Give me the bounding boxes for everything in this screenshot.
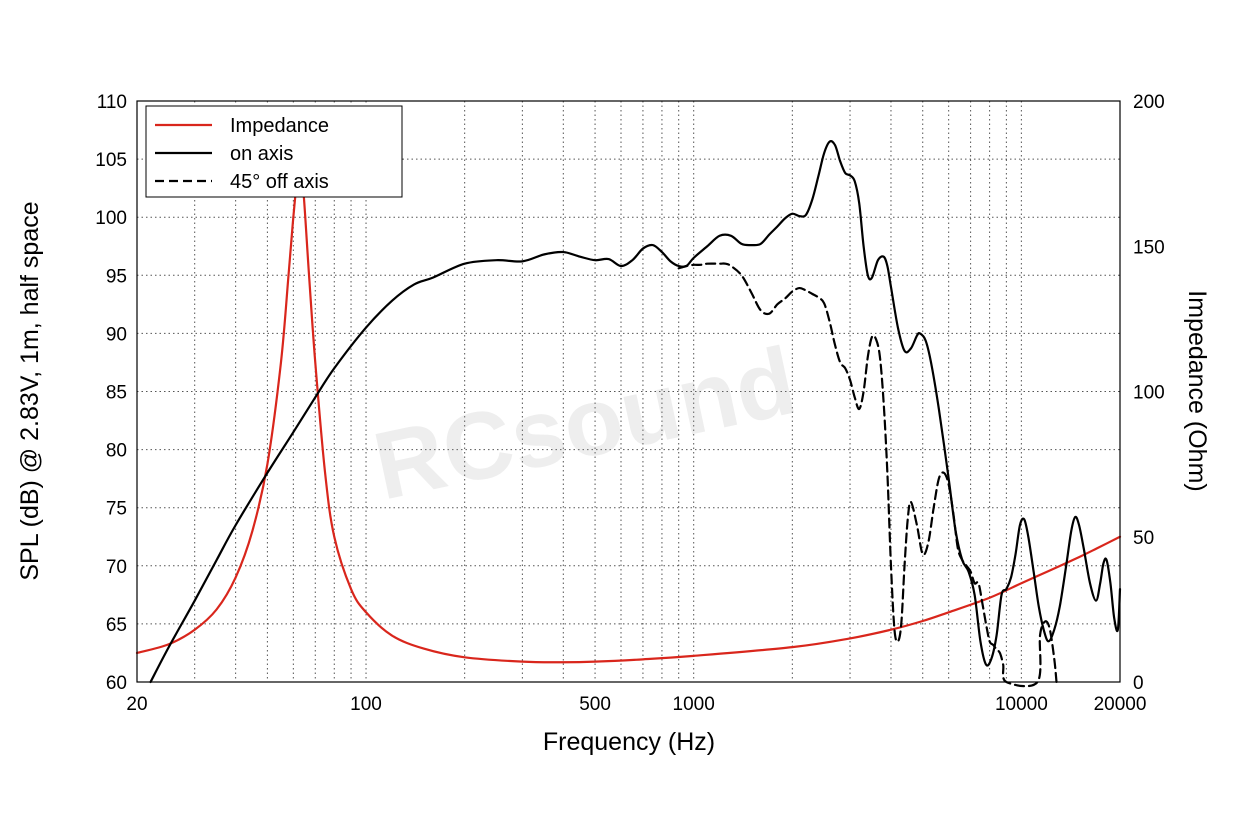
tick-labels: 20 100 500 1000 10000 20000606570758085909510… bbox=[95, 92, 1164, 715]
y2-tick-label: 200 bbox=[1133, 92, 1165, 113]
series-lines bbox=[135, 140, 1122, 688]
y-tick-label: 60 bbox=[106, 673, 127, 694]
y-tick-label: 65 bbox=[106, 615, 127, 636]
y-tick-label: 110 bbox=[97, 92, 127, 113]
x-tick-label: 20000 bbox=[1094, 694, 1147, 715]
series-line-45-off-axis bbox=[677, 262, 1058, 688]
x-tick-label: 500 bbox=[579, 694, 611, 715]
grid-lines bbox=[137, 101, 1120, 682]
y-tick-label: 75 bbox=[106, 499, 127, 520]
y-tick-label: 100 bbox=[95, 208, 127, 229]
x-tick-label: 10000 bbox=[995, 694, 1048, 715]
y-tick-label: 80 bbox=[106, 441, 127, 462]
y-axis-title: SPL (dB) @ 2.83V, 1m, half space bbox=[16, 201, 44, 580]
legend: Impedance on axis 45° off axis bbox=[145, 105, 403, 198]
y-tick-label: 85 bbox=[106, 383, 127, 404]
series-line-impedance bbox=[135, 163, 1122, 664]
y2-tick-label: 150 bbox=[1133, 237, 1165, 258]
legend-label: 45° off axis bbox=[230, 171, 329, 193]
x-tick-label: 1000 bbox=[673, 694, 715, 715]
y2-axis-title: Impedance (Ohm) bbox=[1183, 290, 1211, 491]
legend-label: Impedance bbox=[230, 115, 329, 137]
legend-label: on axis bbox=[230, 143, 293, 165]
y2-tick-label: 100 bbox=[1133, 383, 1165, 404]
x-axis-title: Frequency (Hz) bbox=[543, 728, 715, 756]
y-tick-label: 70 bbox=[106, 557, 127, 578]
y-tick-label: 105 bbox=[95, 150, 127, 171]
series-line-on-axis bbox=[149, 140, 1122, 684]
y2-tick-label: 0 bbox=[1133, 673, 1144, 694]
plot-frame bbox=[136, 100, 1121, 683]
y-tick-label: 90 bbox=[106, 324, 127, 345]
x-tick-label: 20 bbox=[126, 694, 147, 715]
y-tick-label: 95 bbox=[106, 266, 127, 287]
x-tick-label: 100 bbox=[350, 694, 382, 715]
watermark-logo: RCsound bbox=[365, 327, 805, 520]
y2-tick-label: 50 bbox=[1133, 528, 1154, 549]
